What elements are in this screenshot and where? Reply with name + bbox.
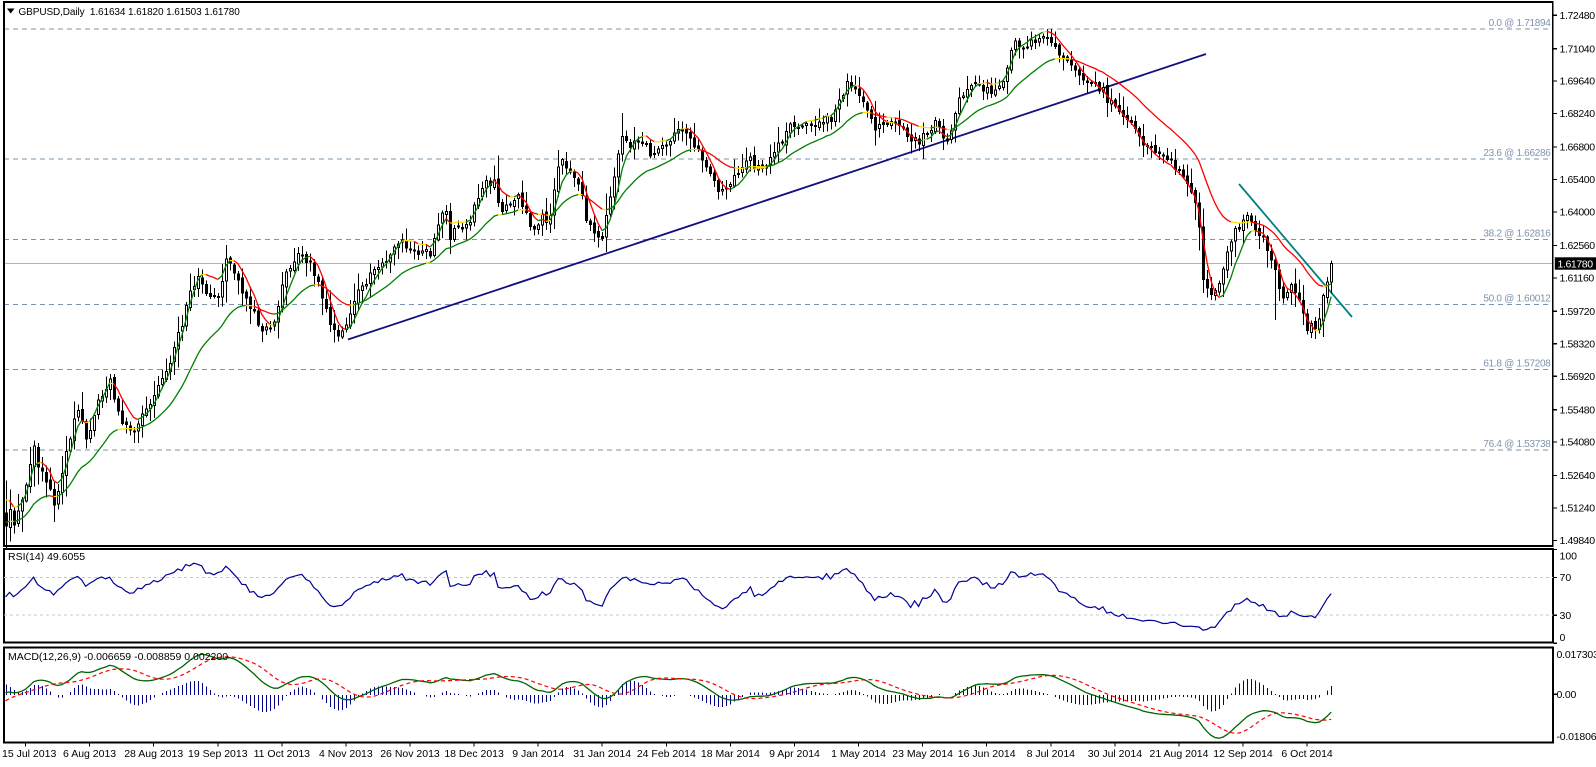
svg-text:31 Jan 2014: 31 Jan 2014	[573, 748, 631, 760]
svg-text:1.59720: 1.59720	[1560, 306, 1596, 318]
svg-text:19 Sep 2013: 19 Sep 2013	[188, 748, 248, 760]
svg-text:8 Jul 2014: 8 Jul 2014	[1027, 748, 1076, 760]
svg-text:1.61160: 1.61160	[1560, 273, 1595, 285]
svg-text:50.0 @ 1.60012: 50.0 @ 1.60012	[1483, 294, 1551, 305]
svg-text:0.017303: 0.017303	[1557, 649, 1596, 661]
svg-text:15 Jul 2013: 15 Jul 2013	[2, 748, 56, 760]
svg-text:28 Aug 2013: 28 Aug 2013	[124, 748, 183, 760]
svg-text:4 Nov 2013: 4 Nov 2013	[319, 748, 373, 760]
svg-text:RSI(14) 49.6055: RSI(14) 49.6055	[8, 551, 85, 563]
svg-text:1.55480: 1.55480	[1560, 404, 1596, 416]
svg-text:18 Dec 2013: 18 Dec 2013	[444, 748, 504, 760]
svg-text:24 Feb 2014: 24 Feb 2014	[637, 748, 696, 760]
svg-text:21 Aug 2014: 21 Aug 2014	[1150, 748, 1209, 760]
svg-text:0.00: 0.00	[1557, 689, 1577, 701]
svg-text:6 Oct 2014: 6 Oct 2014	[1281, 748, 1333, 760]
svg-text:0.0 @ 1.71894: 0.0 @ 1.71894	[1489, 18, 1552, 29]
svg-text:0: 0	[1560, 632, 1566, 644]
svg-text:9 Jan 2014: 9 Jan 2014	[512, 748, 564, 760]
svg-text:MACD(12,26,9) -0.006659 -0.008: MACD(12,26,9) -0.006659 -0.008859 0.0022…	[8, 651, 228, 663]
svg-text:1.71040: 1.71040	[1560, 43, 1596, 55]
svg-text:1.61780: 1.61780	[1558, 258, 1594, 270]
svg-text:9 Apr 2014: 9 Apr 2014	[769, 748, 820, 760]
svg-text:100: 100	[1560, 550, 1578, 562]
svg-text:1.66800: 1.66800	[1560, 142, 1596, 154]
svg-text:38.2 @ 1.62816: 38.2 @ 1.62816	[1483, 229, 1551, 240]
svg-text:23.6 @ 1.66286: 23.6 @ 1.66286	[1483, 148, 1551, 159]
svg-text:1.72480: 1.72480	[1560, 10, 1596, 22]
svg-text:1.54080: 1.54080	[1560, 437, 1596, 449]
svg-text:30: 30	[1560, 610, 1572, 622]
svg-text:6 Aug 2013: 6 Aug 2013	[63, 748, 116, 760]
svg-text:11 Oct 2013: 11 Oct 2013	[254, 748, 311, 760]
svg-text:16 Jun 2014: 16 Jun 2014	[958, 748, 1016, 760]
svg-text:1 May 2014: 1 May 2014	[831, 748, 886, 760]
svg-text:GBPUSD,Daily 1.61634 1.61820: GBPUSD,Daily 1.61634 1.61820 1.61503 1.6…	[19, 7, 241, 18]
svg-text:76.4 @ 1.53738: 76.4 @ 1.53738	[1483, 439, 1551, 450]
svg-text:1.64000: 1.64000	[1560, 207, 1596, 219]
svg-text:1.51240: 1.51240	[1560, 503, 1596, 515]
svg-text:26 Nov 2013: 26 Nov 2013	[380, 748, 440, 760]
svg-text:12 Sep 2014: 12 Sep 2014	[1213, 748, 1273, 760]
svg-text:70: 70	[1560, 572, 1572, 584]
svg-text:1.62560: 1.62560	[1560, 240, 1596, 252]
svg-text:1.56920: 1.56920	[1560, 371, 1596, 383]
svg-text:30 Jul 2014: 30 Jul 2014	[1088, 748, 1142, 760]
svg-text:23 May 2014: 23 May 2014	[892, 748, 953, 760]
svg-text:1.65400: 1.65400	[1560, 174, 1596, 186]
svg-text:1.58320: 1.58320	[1560, 338, 1596, 350]
svg-text:1.69640: 1.69640	[1560, 76, 1596, 88]
svg-text:1.52640: 1.52640	[1560, 470, 1596, 482]
svg-text:18 Mar 2014: 18 Mar 2014	[701, 748, 760, 760]
svg-text:1.49840: 1.49840	[1560, 535, 1596, 547]
svg-text:61.8 @ 1.57208: 61.8 @ 1.57208	[1483, 359, 1551, 370]
svg-text:1.68240: 1.68240	[1560, 108, 1596, 120]
